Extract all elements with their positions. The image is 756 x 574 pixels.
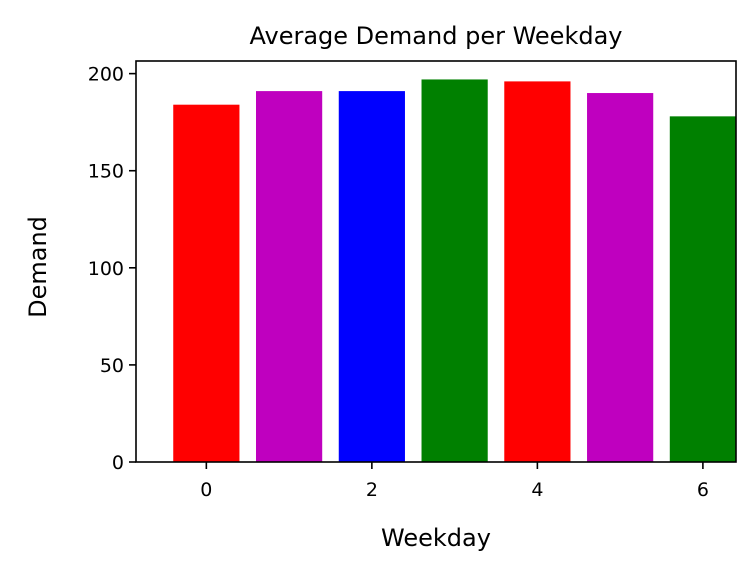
y-axis-ticks: 0 50 100 150 200 (88, 64, 136, 474)
x-tick-label: 4 (531, 479, 543, 501)
y-tick-label: 100 (88, 258, 124, 280)
x-tick-label: 6 (697, 479, 709, 501)
x-axis-ticks: 0 2 4 6 (200, 462, 709, 501)
y-tick-label: 50 (100, 355, 124, 377)
bar-weekday-6 (669, 116, 736, 463)
bar-weekday-0 (173, 104, 240, 462)
y-axis-label: Demand (24, 216, 52, 318)
bar-weekday-3 (421, 79, 488, 463)
y-tick-label: 150 (88, 161, 124, 183)
bar-weekday-1 (256, 91, 323, 462)
x-tick-label: 0 (200, 479, 212, 501)
chart-title: Average Demand per Weekday (250, 22, 623, 50)
bars-group (173, 79, 736, 463)
bar-weekday-4 (504, 81, 571, 462)
x-axis-label: Weekday (381, 524, 491, 552)
y-tick-label: 200 (88, 64, 124, 86)
bar-weekday-2 (338, 91, 405, 462)
axes-frame (135, 60, 737, 463)
y-tick-label: 0 (112, 452, 124, 474)
x-tick-label: 2 (366, 479, 378, 501)
bar-weekday-5 (587, 93, 654, 462)
